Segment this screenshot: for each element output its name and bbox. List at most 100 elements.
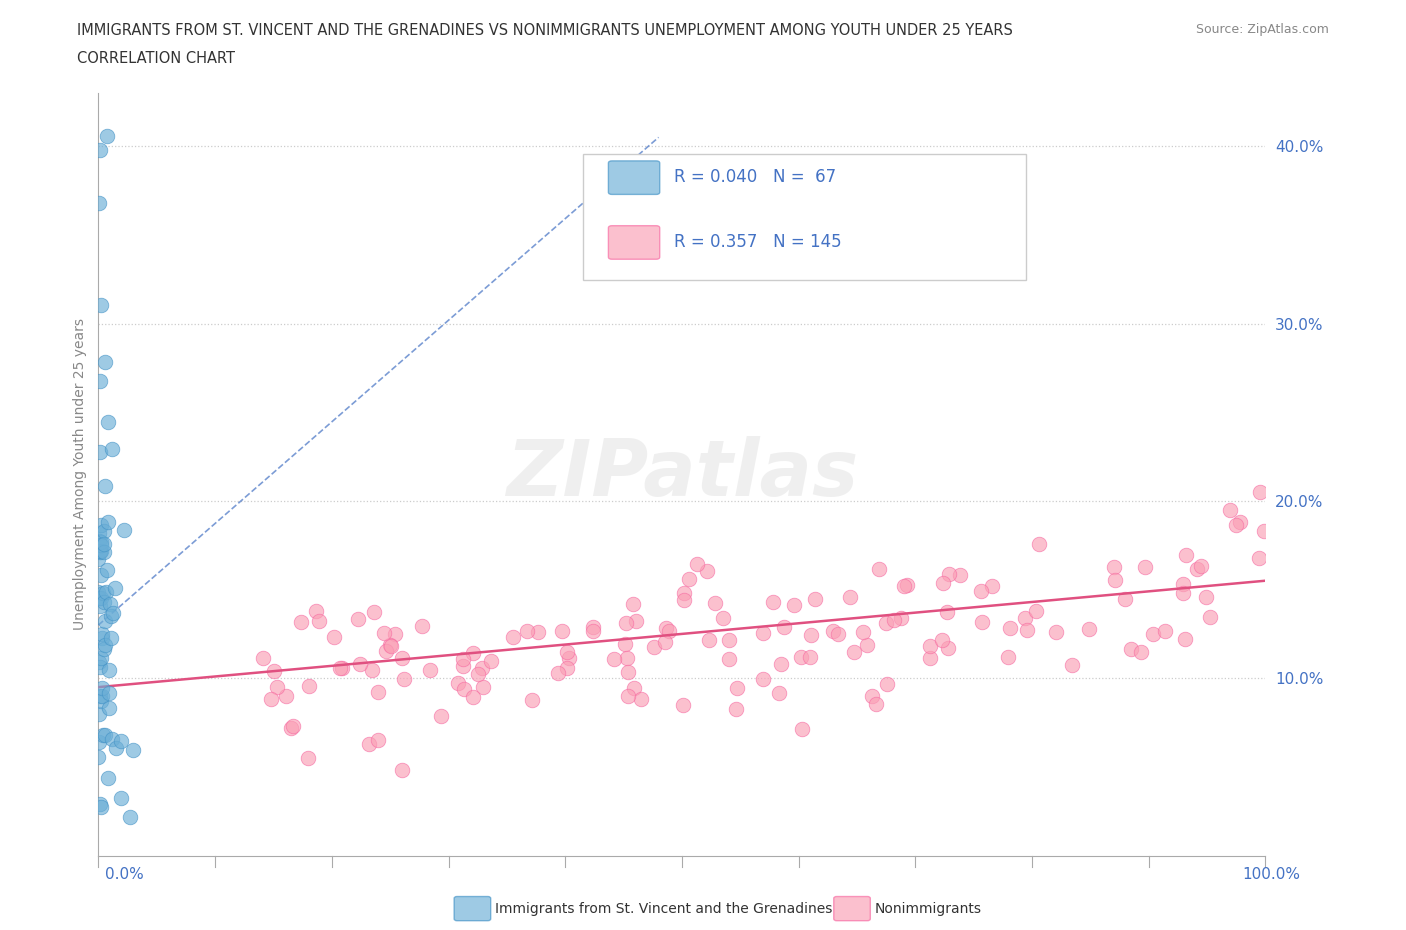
Point (274, 688, 297, 703)
Point (981, 578, 1004, 593)
Point (551, 623, 574, 638)
Point (94, 637, 117, 652)
Point (839, 590, 862, 604)
Point (821, 624, 844, 639)
Text: Nonimmigrants: Nonimmigrants (875, 901, 981, 916)
Point (392, 671, 415, 686)
Point (918, 638, 941, 653)
Point (118, 810, 141, 825)
Point (298, 678, 321, 693)
Point (1102, 559, 1125, 574)
Point (672, 698, 695, 712)
Point (93, 524, 115, 538)
Point (94, 728, 117, 743)
Point (453, 682, 475, 697)
Point (1174, 631, 1197, 646)
Point (718, 652, 741, 667)
Point (616, 651, 638, 666)
Point (98, 685, 121, 700)
Point (1253, 524, 1275, 538)
Text: R = 0.040   N =  67: R = 0.040 N = 67 (673, 168, 835, 186)
Point (367, 684, 389, 699)
Point (1195, 590, 1218, 604)
Point (1249, 551, 1271, 565)
Point (93, 537, 115, 551)
Text: 100.0%: 100.0% (1243, 867, 1301, 882)
Point (557, 644, 579, 659)
Point (931, 633, 953, 648)
Point (804, 592, 827, 607)
Point (391, 763, 413, 777)
Text: R = 0.357   N = 145: R = 0.357 N = 145 (673, 232, 841, 251)
Point (1104, 572, 1126, 587)
Point (90, 651, 112, 666)
Point (411, 618, 433, 633)
Point (876, 677, 898, 692)
Point (101, 442, 124, 457)
Text: Immigrants from St. Vincent and the Grenadines: Immigrants from St. Vincent and the Gren… (495, 901, 832, 916)
Point (87, 749, 110, 764)
Point (349, 657, 371, 671)
Point (114, 523, 136, 538)
Point (936, 604, 959, 619)
Point (419, 662, 441, 677)
Point (998, 620, 1021, 635)
Point (430, 709, 453, 724)
Point (547, 666, 569, 681)
Point (624, 614, 647, 629)
Point (87, 735, 110, 750)
Point (90, 799, 112, 814)
Point (380, 639, 402, 654)
Text: 0.0%: 0.0% (105, 867, 145, 882)
Point (89, 533, 111, 548)
Point (357, 737, 380, 751)
Point (89, 543, 111, 558)
Point (1077, 622, 1099, 637)
Point (1249, 485, 1271, 499)
Point (461, 645, 484, 660)
FancyBboxPatch shape (609, 226, 659, 259)
Point (322, 630, 344, 644)
Point (90, 517, 112, 532)
Text: Source: ZipAtlas.com: Source: ZipAtlas.com (1195, 23, 1329, 36)
Point (89, 545, 111, 560)
Point (93, 613, 115, 628)
Point (329, 660, 352, 675)
Point (582, 619, 605, 634)
Point (527, 624, 550, 639)
Point (297, 751, 319, 765)
Point (516, 624, 538, 639)
Point (266, 680, 288, 695)
Point (1153, 624, 1175, 639)
Point (1135, 560, 1157, 575)
Point (305, 604, 328, 618)
Point (893, 578, 915, 593)
Point (1225, 517, 1247, 532)
Point (672, 586, 695, 601)
Point (90, 298, 112, 312)
Point (617, 664, 640, 679)
Point (97, 662, 120, 677)
Point (865, 697, 887, 711)
Point (931, 576, 953, 591)
Point (768, 686, 790, 701)
Point (1171, 577, 1194, 591)
Point (451, 658, 474, 673)
Point (91, 681, 114, 696)
Point (875, 616, 897, 631)
Point (997, 650, 1019, 665)
Point (89, 598, 111, 613)
Point (616, 615, 638, 630)
Point (467, 667, 489, 682)
Point (280, 721, 302, 736)
Point (89, 373, 111, 388)
Point (860, 688, 883, 703)
Point (790, 649, 813, 664)
Point (90, 543, 112, 558)
Point (308, 613, 330, 628)
Point (621, 596, 644, 611)
Point (502, 630, 524, 644)
Point (384, 627, 406, 642)
Point (105, 740, 128, 755)
Point (1045, 625, 1067, 640)
